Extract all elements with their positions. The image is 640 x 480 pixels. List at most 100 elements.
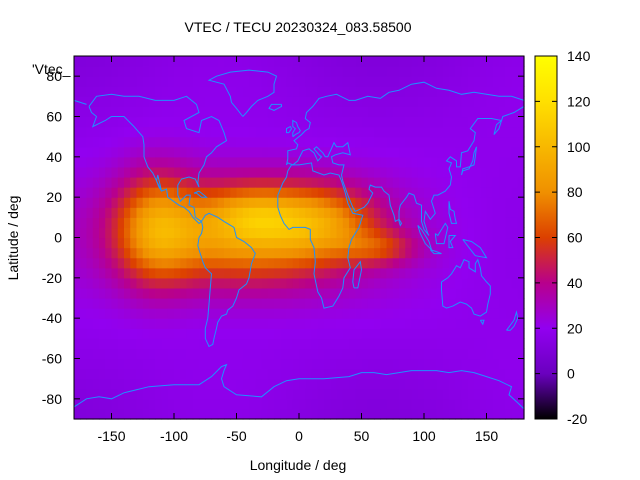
heatmap-cell [117, 56, 125, 67]
heatmap-cell [492, 86, 500, 97]
heatmap-cell [336, 267, 344, 279]
heatmap-cell [411, 86, 419, 97]
heatmap-cell [249, 197, 256, 208]
heatmap-cell [180, 287, 188, 299]
heatmap-cell [486, 338, 494, 350]
heatmap-cell [105, 328, 113, 339]
heatmap-cell [330, 237, 338, 249]
heatmap-cell [274, 126, 281, 138]
heatmap-cell [499, 237, 506, 249]
heatmap-cell [211, 166, 219, 178]
heatmap-cell [111, 388, 119, 400]
heatmap-cell [517, 197, 525, 208]
heatmap-cell [192, 398, 200, 410]
heatmap-cell [124, 277, 131, 289]
heatmap-cell [161, 408, 169, 420]
heatmap-cell [311, 358, 319, 370]
heatmap-cell [311, 166, 319, 178]
heatmap-cell [230, 358, 238, 370]
heatmap-cell [499, 227, 506, 239]
heatmap-cell [417, 267, 425, 279]
heatmap-cell [436, 408, 444, 420]
heatmap-cell [224, 187, 231, 198]
heatmap-cell [74, 146, 81, 158]
heatmap-cell [249, 358, 256, 370]
heatmap-cell [242, 166, 250, 178]
heatmap-cell [180, 56, 188, 67]
heatmap-cell [467, 257, 475, 269]
heatmap-cell [280, 227, 288, 239]
heatmap-cell [199, 106, 206, 118]
heatmap-cell [342, 146, 350, 158]
heatmap-cell [380, 146, 388, 158]
heatmap-cell [480, 217, 488, 229]
heatmap-cell [105, 227, 113, 239]
heatmap-cell [436, 368, 444, 380]
heatmap-cell [230, 328, 238, 339]
heatmap-cell [336, 338, 344, 350]
heatmap-cell [92, 136, 100, 148]
heatmap-cell [442, 277, 450, 289]
heatmap-cell [161, 287, 169, 299]
heatmap-cell [186, 197, 194, 208]
heatmap-cell [305, 308, 313, 319]
heatmap-cell [292, 197, 300, 208]
heatmap-cell [486, 227, 494, 239]
heatmap-cell [74, 318, 81, 329]
colorbar-tick-label: 20 [567, 320, 583, 336]
heatmap-cell [505, 298, 513, 309]
heatmap-cell [180, 96, 188, 108]
heatmap-cell [280, 257, 288, 269]
heatmap-cell [211, 86, 219, 97]
heatmap-cell [449, 166, 456, 178]
heatmap-cell [361, 287, 369, 299]
heatmap-cell [492, 277, 500, 289]
heatmap-cell [374, 197, 381, 208]
heatmap-cell [486, 408, 494, 420]
coastline [286, 125, 293, 134]
heatmap-cell [374, 207, 381, 218]
heatmap-cell [224, 368, 231, 380]
heatmap-cell [399, 76, 406, 87]
heatmap-cell [230, 388, 238, 400]
heatmap-cell [399, 388, 406, 400]
heatmap-cell [242, 378, 250, 390]
heatmap-cell [255, 408, 263, 420]
heatmap-cell [511, 338, 519, 350]
heatmap-cell [330, 187, 338, 198]
heatmap-cell [149, 287, 156, 299]
heatmap-cell [392, 298, 400, 309]
heatmap-cell [117, 66, 125, 77]
heatmap-cell [367, 106, 375, 118]
heatmap-cell [149, 358, 156, 370]
heatmap-cell [186, 66, 194, 77]
heatmap-cell [442, 408, 450, 420]
heatmap-cell [461, 56, 469, 67]
heatmap-cell [142, 358, 150, 370]
heatmap-cell [80, 358, 88, 370]
heatmap-cell [161, 56, 169, 67]
heatmap-cell [399, 217, 406, 229]
heatmap-cell [405, 227, 413, 239]
heatmap-cell [492, 348, 500, 360]
coastlines [73, 69, 525, 410]
coastline [441, 258, 491, 317]
heatmap-cell [461, 348, 469, 360]
heatmap-cell [80, 136, 88, 148]
heatmap-cell [480, 207, 488, 218]
heatmap-cell [411, 227, 419, 239]
heatmap-cell [361, 126, 369, 138]
heatmap-cell [124, 237, 131, 249]
heatmap-cell [499, 116, 506, 128]
heatmap-cell [486, 76, 494, 87]
colorbar-tick-label: 40 [567, 275, 583, 291]
heatmap-cell [405, 106, 413, 118]
heatmap-cell [199, 146, 206, 158]
heatmap-cell [161, 177, 169, 188]
heatmap-cell [505, 86, 513, 97]
heatmap-cell [492, 257, 500, 269]
heatmap-cell [167, 86, 175, 97]
heatmap-cell [492, 318, 500, 329]
heatmap-cell [224, 207, 231, 218]
heatmap-cell [361, 277, 369, 289]
